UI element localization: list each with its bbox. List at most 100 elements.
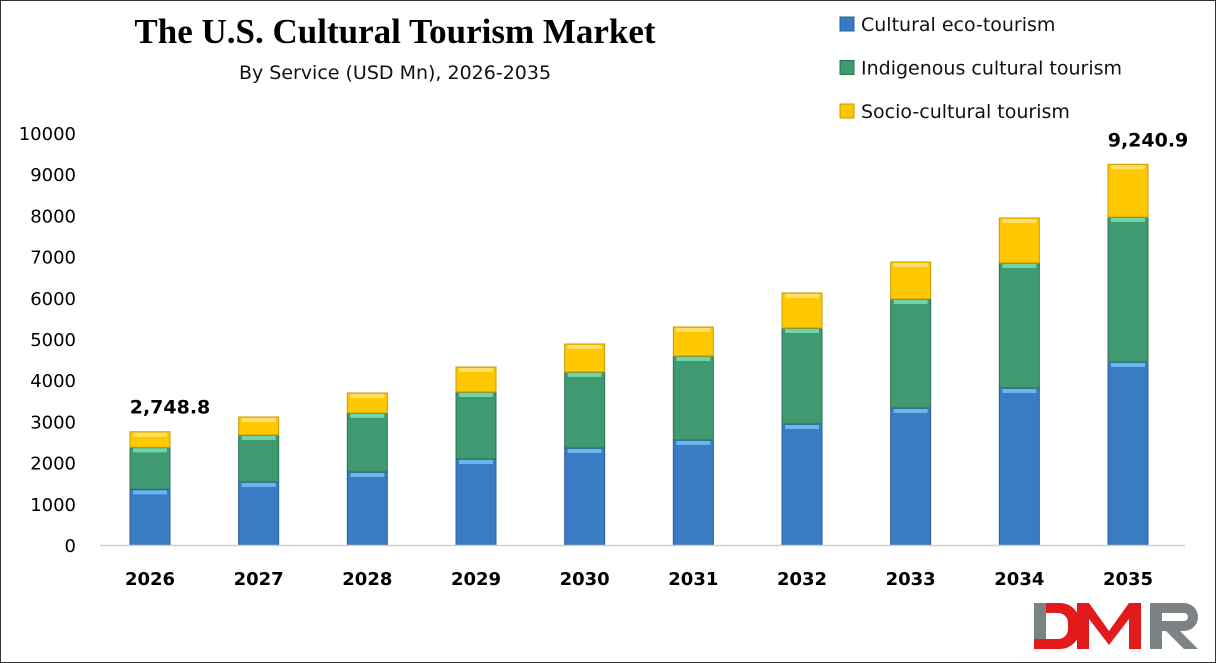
y-tick-label: 2000 [30,454,76,475]
bar-segment-highlight [1111,165,1145,170]
y-tick-label: 7000 [30,248,76,269]
bar-stack-2032 [781,292,823,546]
legend-item: Socio-cultural tourism [839,101,1070,123]
bar-segment [455,458,497,546]
bar-segment-highlight [567,449,602,454]
bar-segment-highlight [133,432,167,437]
dmr-logo [1034,603,1198,649]
bar-stack-2028 [346,392,388,546]
bar-segment-highlight [567,344,602,349]
total-label: 2,748.8 [130,397,211,419]
data-labels: 2,748.8 9,240.9 [130,129,1189,418]
bar-segment-highlight [785,293,819,298]
x-tick-label: 2035 [1103,569,1153,590]
y-tick-label: 6000 [30,289,76,310]
bar-segment-highlight [241,417,276,422]
bar-segment-highlight [1002,388,1037,393]
legend-item: Cultural eco-tourism [839,14,1055,36]
bar-segment-highlight [1002,218,1037,223]
bar-segment-highlight [1002,263,1037,268]
bar-segment [890,261,932,300]
bar-segment-highlight [1111,218,1145,223]
y-tick-label: 1000 [30,495,76,516]
bar-stack-2033 [890,261,932,546]
bar-stack-2035 [1107,163,1149,546]
bar-stack-2026 [129,431,171,546]
bar-segment [998,217,1040,264]
chart-subtitle: By Service (USD Mn), 2026-2035 [239,62,551,84]
legend: Cultural eco-tourism Indigenous cultural … [839,14,1122,123]
bar-segment [781,423,823,546]
bar-segment-highlight [459,460,493,465]
bar-segment [129,488,171,546]
x-tick-label: 2031 [668,569,718,590]
chart-title: The U.S. Cultural Tourism Market [134,12,655,51]
x-tick-label: 2033 [886,569,936,590]
legend-label: Indigenous cultural tourism [861,58,1122,80]
bar-segment-highlight [676,357,711,362]
legend-item: Indigenous cultural tourism [839,58,1122,80]
bar-stack-2029 [455,366,497,546]
x-tick-label: 2026 [125,569,175,590]
x-tick-label: 2034 [994,569,1044,590]
x-tick-label: 2030 [560,569,610,590]
bar-segment [129,446,171,490]
x-axis: 2026 2027 2028 2029 2030 2031 2032 2033 2034 2035 [125,569,1153,590]
bar-segment [564,371,606,449]
bar-segment [564,447,606,546]
bar-segment [672,355,714,441]
bar-stack-2027 [238,416,280,546]
bar-stack-2030 [564,343,606,546]
legend-swatch [839,103,855,119]
bar-segment-highlight [241,435,276,440]
y-tick-label: 0 [65,536,76,557]
bar-segment-highlight [893,409,928,414]
bar-segment [890,298,932,409]
bar-segment [1107,163,1149,218]
bars [129,163,1149,546]
bar-segment-highlight [1111,362,1145,367]
legend-swatch [839,16,855,32]
bar-segment [346,412,388,473]
bar-segment [672,439,714,546]
y-tick-label: 8000 [30,206,76,227]
bar-segment-highlight [133,490,167,495]
bar-segment-highlight [893,262,928,267]
bar-segment [781,292,823,329]
y-tick-label: 10000 [19,124,76,145]
bar-segment [890,407,932,546]
bar-segment-highlight [459,368,493,373]
bar-segment [238,481,280,546]
bar-segment-highlight [785,328,819,333]
bar-segment [1107,361,1149,546]
x-tick-label: 2028 [342,569,392,590]
bar-segment-highlight [350,472,385,477]
legend-label: Socio-cultural tourism [861,101,1070,123]
y-tick-label: 9000 [30,165,76,186]
y-axis: 0 1000 2000 3000 4000 5000 6000 7000 8000 9000 100… [19,124,76,557]
bar-segment [781,327,823,425]
bar-segment [238,434,280,483]
x-tick-label: 2027 [234,569,284,590]
x-tick-label: 2032 [777,569,827,590]
y-tick-label: 5000 [30,330,76,351]
y-tick-label: 3000 [30,412,76,433]
y-tick-label: 4000 [30,371,76,392]
bar-stack-2031 [672,326,714,546]
legend-label: Cultural eco-tourism [861,14,1055,36]
legend-swatch [839,60,855,75]
total-label: 9,240.9 [1108,129,1189,151]
bar-segment [455,391,497,460]
bar-segment [998,387,1040,546]
x-tick-label: 2029 [451,569,501,590]
bar-segment [998,262,1040,389]
bar-stack-2034 [998,217,1040,546]
bar-segment [1107,216,1149,363]
bar-segment-highlight [785,424,819,429]
bar-segment-highlight [893,299,928,304]
bar-segment [346,471,388,546]
bar-segment-highlight [350,394,385,399]
bar-segment-highlight [241,482,276,487]
bar-segment-highlight [676,328,711,333]
